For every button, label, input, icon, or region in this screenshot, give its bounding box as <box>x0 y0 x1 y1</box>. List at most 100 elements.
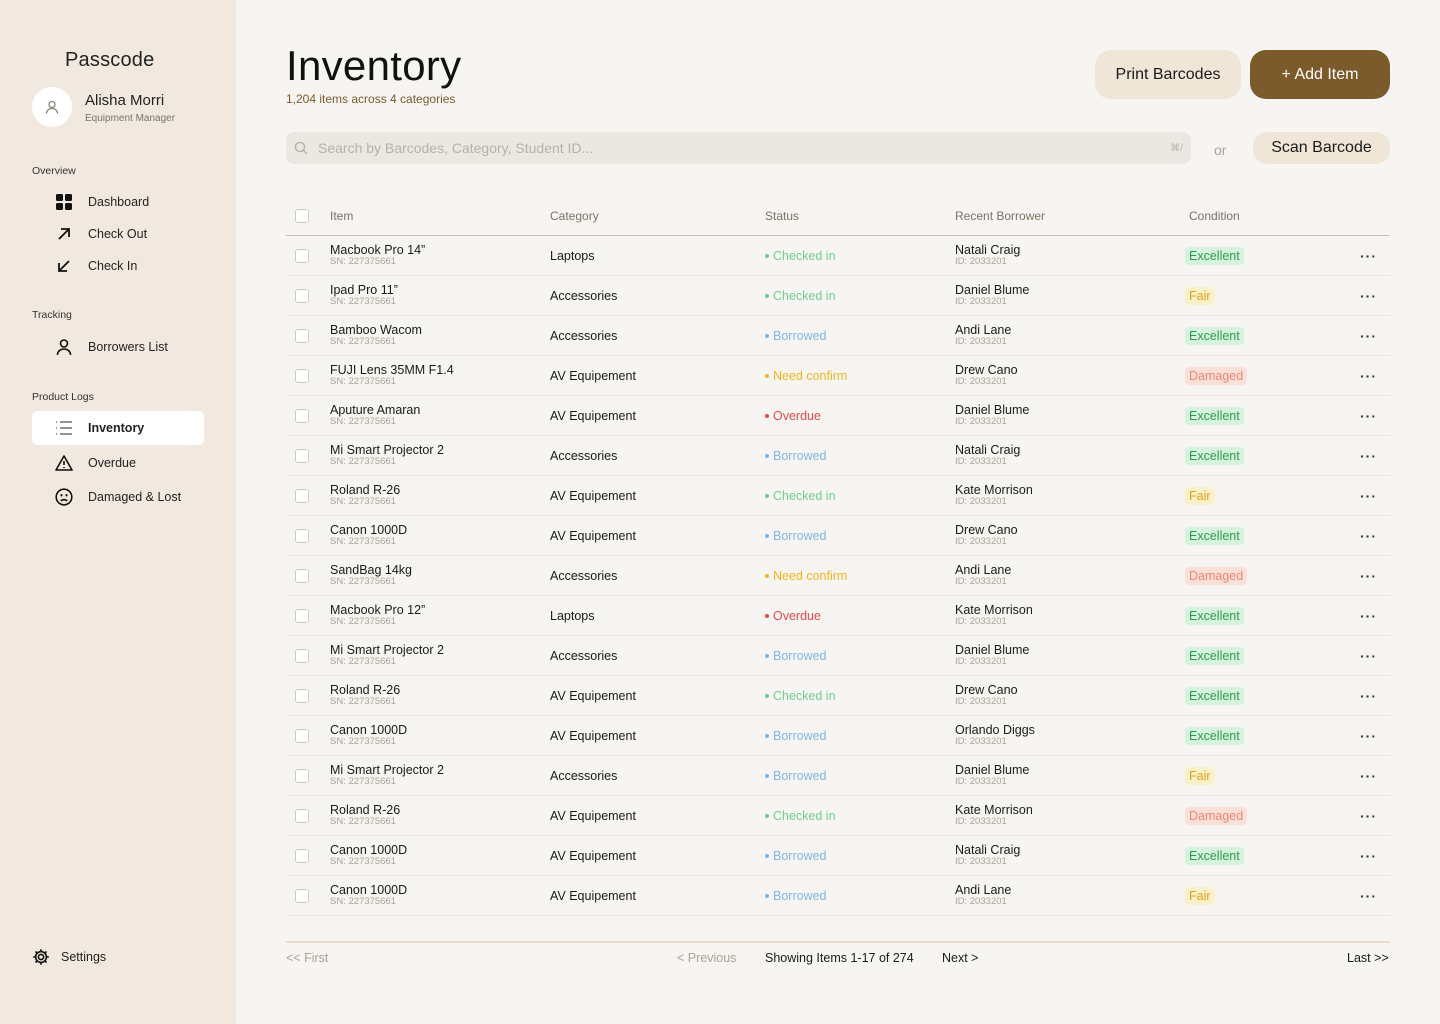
column-header-recent-borrower[interactable]: Recent Borrower <box>955 208 1046 223</box>
last-page-link[interactable]: Last >> <box>1347 951 1389 965</box>
row-checkbox-wrap[interactable] <box>295 676 309 715</box>
row-checkbox-wrap[interactable] <box>295 356 309 395</box>
table-row[interactable]: Canon 1000D SN: 227375661 AV Equipement Bor… <box>286 716 1390 756</box>
more-options-icon[interactable]: ··· <box>1360 527 1377 544</box>
table-row[interactable]: Roland R-26 SN: 227375661 AV Equipement Che… <box>286 796 1390 836</box>
row-more-button[interactable]: ··· <box>1360 276 1377 315</box>
table-row[interactable]: SandBag 14kg SN: 227375661 Accessories Need… <box>286 556 1390 596</box>
row-checkbox[interactable] <box>295 528 309 543</box>
more-options-icon[interactable]: ··· <box>1360 287 1377 304</box>
table-row[interactable]: Aputure Amaran SN: 227375661 AV Equipement… <box>286 396 1390 436</box>
more-options-icon[interactable]: ··· <box>1360 407 1377 424</box>
row-checkbox[interactable] <box>295 328 309 343</box>
more-options-icon[interactable]: ··· <box>1360 567 1377 584</box>
table-row[interactable]: Bamboo Wacom SN: 227375661 Accessories Borr… <box>286 316 1390 356</box>
row-checkbox[interactable] <box>295 448 309 463</box>
sidebar-item-check-out[interactable]: Check Out <box>32 217 204 251</box>
row-checkbox[interactable] <box>295 608 309 623</box>
row-checkbox[interactable] <box>295 288 309 303</box>
row-more-button[interactable]: ··· <box>1360 316 1377 355</box>
more-options-icon[interactable]: ··· <box>1360 887 1377 904</box>
row-more-button[interactable]: ··· <box>1360 756 1377 795</box>
more-options-icon[interactable]: ··· <box>1360 327 1377 344</box>
more-options-icon[interactable]: ··· <box>1360 607 1377 624</box>
row-checkbox-wrap[interactable] <box>295 596 309 635</box>
more-options-icon[interactable]: ··· <box>1360 247 1377 264</box>
more-options-icon[interactable]: ··· <box>1360 447 1377 464</box>
column-header-status[interactable]: Status <box>765 208 800 223</box>
select-all-checkbox-wrap[interactable] <box>295 196 309 235</box>
row-more-button[interactable]: ··· <box>1360 516 1377 555</box>
row-checkbox[interactable] <box>295 248 309 263</box>
row-more-button[interactable]: ··· <box>1360 236 1377 275</box>
table-row[interactable]: FUJI Lens 35MM F1.4 SN: 227375661 AV Equip… <box>286 356 1390 396</box>
sidebar-item-overdue[interactable]: Overdue <box>32 446 204 480</box>
row-checkbox[interactable] <box>295 688 309 703</box>
row-checkbox[interactable] <box>295 408 309 423</box>
more-options-icon[interactable]: ··· <box>1360 727 1377 744</box>
row-checkbox[interactable] <box>295 768 309 783</box>
row-checkbox-wrap[interactable] <box>295 836 309 875</box>
column-header-condition[interactable]: Condition <box>1189 208 1240 223</box>
row-more-button[interactable]: ··· <box>1360 396 1377 435</box>
row-more-button[interactable]: ··· <box>1360 356 1377 395</box>
user-profile[interactable]: Alisha Morri Equipment Manager <box>32 87 175 127</box>
row-checkbox[interactable] <box>295 888 309 903</box>
row-checkbox-wrap[interactable] <box>295 556 309 595</box>
row-more-button[interactable]: ··· <box>1360 596 1377 635</box>
more-options-icon[interactable]: ··· <box>1360 367 1377 384</box>
row-checkbox-wrap[interactable] <box>295 316 309 355</box>
table-row[interactable]: Macbook Pro 12” SN: 227375661 Laptops Overd… <box>286 596 1390 636</box>
more-options-icon[interactable]: ··· <box>1360 807 1377 824</box>
sidebar-item-damaged-lost[interactable]: Damaged & Lost <box>32 480 204 514</box>
column-header-category[interactable]: Category <box>550 208 599 223</box>
row-checkbox[interactable] <box>295 568 309 583</box>
row-checkbox-wrap[interactable] <box>295 396 309 435</box>
row-checkbox-wrap[interactable] <box>295 516 309 555</box>
row-checkbox[interactable] <box>295 488 309 503</box>
more-options-icon[interactable]: ··· <box>1360 767 1377 784</box>
avatar[interactable] <box>32 87 72 127</box>
table-row[interactable]: Mi Smart Projector 2 SN: 227375661 Accesso… <box>286 436 1390 476</box>
row-checkbox[interactable] <box>295 728 309 743</box>
print-barcodes-button[interactable]: Print Barcodes <box>1095 50 1241 99</box>
row-more-button[interactable]: ··· <box>1360 876 1377 915</box>
row-more-button[interactable]: ··· <box>1360 436 1377 475</box>
search-input[interactable] <box>318 140 1171 156</box>
row-checkbox[interactable] <box>295 648 309 663</box>
column-header-item[interactable]: Item <box>330 208 354 223</box>
previous-page-link[interactable]: < Previous <box>677 951 737 965</box>
table-row[interactable]: Roland R-26 SN: 227375661 AV Equipement Che… <box>286 476 1390 516</box>
table-row[interactable]: Canon 1000D SN: 227375661 AV Equipement Bor… <box>286 876 1390 916</box>
row-checkbox-wrap[interactable] <box>295 436 309 475</box>
more-options-icon[interactable]: ··· <box>1360 647 1377 664</box>
row-checkbox-wrap[interactable] <box>295 636 309 675</box>
more-options-icon[interactable]: ··· <box>1360 687 1377 704</box>
row-more-button[interactable]: ··· <box>1360 636 1377 675</box>
table-row[interactable]: Canon 1000D SN: 227375661 AV Equipement Bor… <box>286 836 1390 876</box>
row-checkbox[interactable] <box>295 808 309 823</box>
search-bar[interactable]: ⌘/ <box>286 132 1191 164</box>
sidebar-item-dashboard[interactable]: Dashboard <box>32 185 204 219</box>
add-item-button[interactable]: + Add Item <box>1250 50 1390 99</box>
row-checkbox[interactable] <box>295 368 309 383</box>
more-options-icon[interactable]: ··· <box>1360 487 1377 504</box>
row-checkbox-wrap[interactable] <box>295 716 309 755</box>
row-checkbox-wrap[interactable] <box>295 796 309 835</box>
row-checkbox-wrap[interactable] <box>295 236 309 275</box>
table-row[interactable]: Canon 1000D SN: 227375661 AV Equipement Bor… <box>286 516 1390 556</box>
row-more-button[interactable]: ··· <box>1360 836 1377 875</box>
settings-link[interactable]: Settings <box>32 948 106 966</box>
row-more-button[interactable]: ··· <box>1360 676 1377 715</box>
row-more-button[interactable]: ··· <box>1360 716 1377 755</box>
row-more-button[interactable]: ··· <box>1360 556 1377 595</box>
scan-barcode-button[interactable]: Scan Barcode <box>1253 132 1390 164</box>
row-checkbox[interactable] <box>295 848 309 863</box>
table-row[interactable]: Macbook Pro 14” SN: 227375661 Laptops Check… <box>286 236 1390 276</box>
row-more-button[interactable]: ··· <box>1360 476 1377 515</box>
table-row[interactable]: Mi Smart Projector 2 SN: 227375661 Accesso… <box>286 756 1390 796</box>
more-options-icon[interactable]: ··· <box>1360 847 1377 864</box>
select-all-checkbox[interactable] <box>295 208 309 223</box>
row-more-button[interactable]: ··· <box>1360 796 1377 835</box>
table-row[interactable]: Mi Smart Projector 2 SN: 227375661 Accesso… <box>286 636 1390 676</box>
